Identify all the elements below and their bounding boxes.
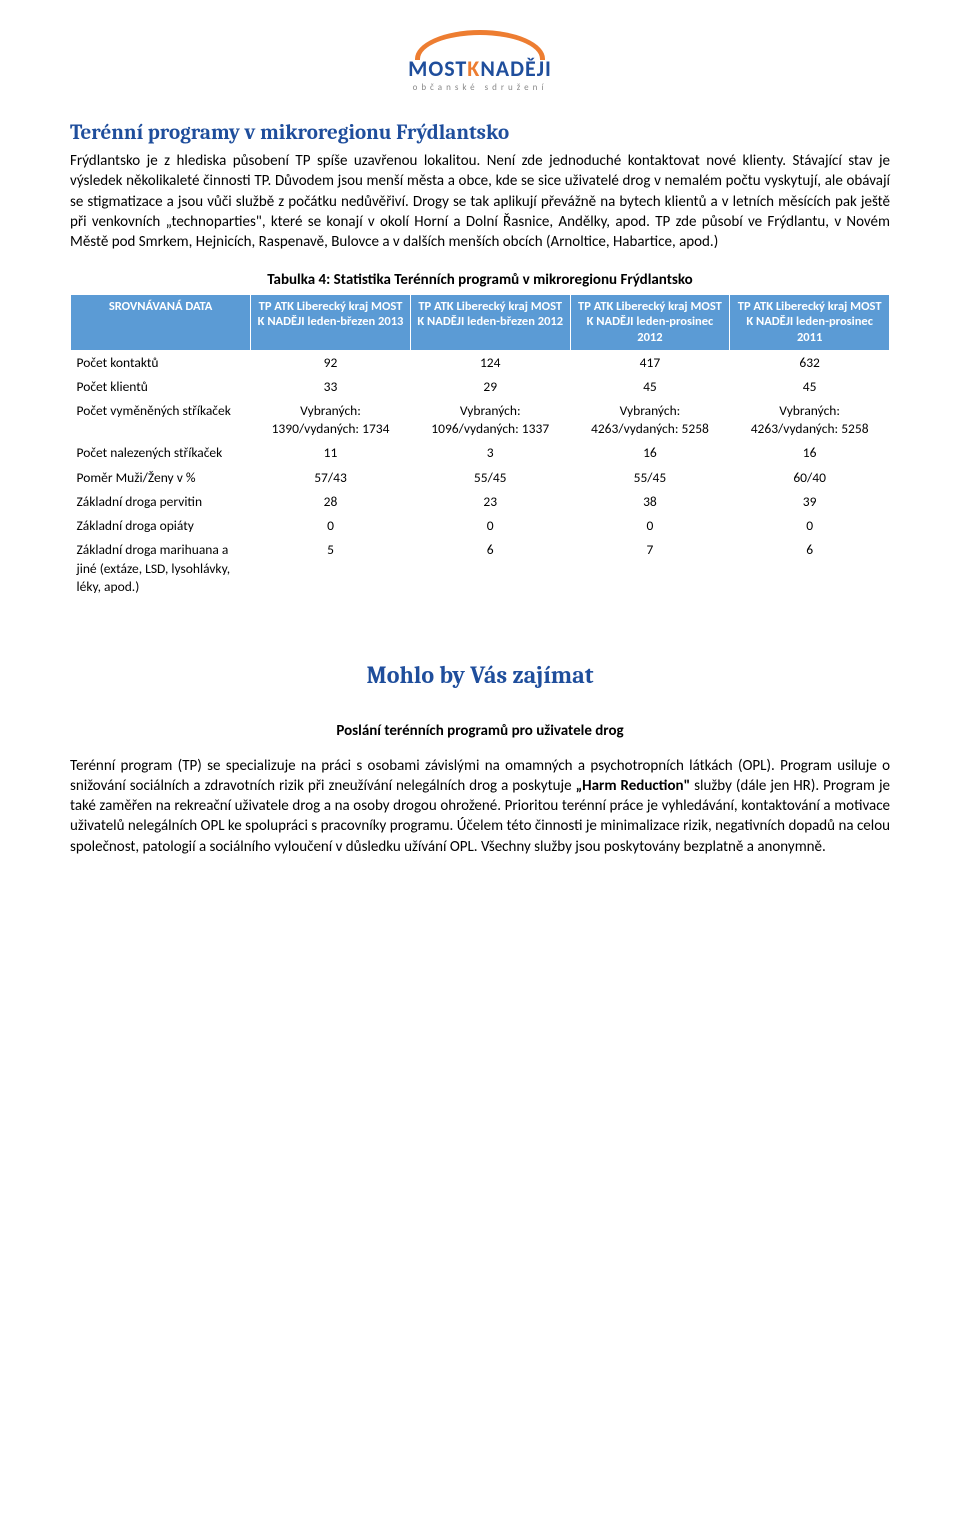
table-row-label: Počet klientů [71, 375, 251, 399]
table-cell: 6 [730, 538, 890, 599]
table-cell: 6 [410, 538, 570, 599]
table-cell: 5 [251, 538, 411, 599]
table-row-label: Počet nalezených stříkaček [71, 441, 251, 465]
table-row-label: Základní droga opiáty [71, 514, 251, 538]
table-row: Základní droga marihuana a jiné (extáze,… [71, 538, 890, 599]
logo-word-k: K [467, 55, 480, 82]
table-cell: 39 [730, 490, 890, 514]
logo-text: MOSTKNADĚJI [70, 54, 890, 84]
table-cell: 33 [251, 375, 411, 399]
table-cell: Vybraných: 4263/vydaných: 5258 [570, 399, 730, 441]
table-row: Počet nalezených stříkaček1131616 [71, 441, 890, 465]
section2-paragraph: Terénní program (TP) se specializuje na … [70, 756, 890, 857]
table-cell: 7 [570, 538, 730, 599]
section2-subheading: Poslání terénních programů pro uživatele… [70, 721, 890, 741]
table-cell: 28 [251, 490, 411, 514]
table-header-cell: TP ATK Liberecký kraj MOST K NADĚJI lede… [251, 294, 411, 350]
table-cell: 0 [570, 514, 730, 538]
table-row: Základní droga pervitin28233839 [71, 490, 890, 514]
table-header-row: SROVNÁVANÁ DATATP ATK Liberecký kraj MOS… [71, 294, 890, 350]
table-row-label: Počet kontaktů [71, 350, 251, 375]
table-body: Počet kontaktů92124417632Počet klientů33… [71, 350, 890, 599]
table-row: Počet klientů33294545 [71, 375, 890, 399]
table-cell: 16 [730, 441, 890, 465]
table-cell: 23 [410, 490, 570, 514]
table-cell: 45 [730, 375, 890, 399]
table-cell: 3 [410, 441, 570, 465]
table-row: Počet vyměněných stříkačekVybraných: 139… [71, 399, 890, 441]
table-cell: 45 [570, 375, 730, 399]
table-header-cell: TP ATK Liberecký kraj MOST K NADĚJI lede… [570, 294, 730, 350]
table-cell: 92 [251, 350, 411, 375]
table-cell: 11 [251, 441, 411, 465]
table-cell: 38 [570, 490, 730, 514]
table-cell: Vybraných: 1096/vydaných: 1337 [410, 399, 570, 441]
table-cell: 57/43 [251, 466, 411, 490]
table-cell: 16 [570, 441, 730, 465]
table-cell: 124 [410, 350, 570, 375]
table-row: Základní droga opiáty0000 [71, 514, 890, 538]
table-row: Počet kontaktů92124417632 [71, 350, 890, 375]
table-cell: Vybraných: 1390/vydaných: 1734 [251, 399, 411, 441]
logo-subtitle: občanské sdružení [70, 82, 890, 94]
table-row-label: Poměr Muži/Ženy v % [71, 466, 251, 490]
table-caption: Tabulka 4: Statistika Terénních programů… [70, 270, 890, 290]
table-row-label: Základní droga marihuana a jiné (extáze,… [71, 538, 251, 599]
table-row-label: Počet vyměněných stříkaček [71, 399, 251, 441]
logo-word-most: MOST [408, 55, 467, 82]
table-header-cell: SROVNÁVANÁ DATA [71, 294, 251, 350]
table-header-cell: TP ATK Liberecký kraj MOST K NADĚJI lede… [410, 294, 570, 350]
table-cell: 0 [251, 514, 411, 538]
table-row-label: Základní droga pervitin [71, 490, 251, 514]
table-cell: 29 [410, 375, 570, 399]
table-cell: Vybraných: 4263/vydaných: 5258 [730, 399, 890, 441]
table-cell: 0 [410, 514, 570, 538]
section1-heading: Terénní programy v mikroregionu Frýdlant… [70, 119, 890, 147]
table-cell: 55/45 [410, 466, 570, 490]
section2-heading: Mohlo by Vás zajímat [70, 659, 890, 691]
table-header-cell: TP ATK Liberecký kraj MOST K NADĚJI lede… [730, 294, 890, 350]
table-cell: 60/40 [730, 466, 890, 490]
para-bold-term: „Harm Reduction" [576, 777, 691, 795]
table-cell: 417 [570, 350, 730, 375]
logo: MOSTKNADĚJI občanské sdružení [70, 30, 890, 94]
table-cell: 632 [730, 350, 890, 375]
table-cell: 55/45 [570, 466, 730, 490]
section1-paragraph: Frýdlantsko je z hlediska působení TP sp… [70, 151, 890, 252]
table-row: Poměr Muži/Ženy v %57/4355/4555/4560/40 [71, 466, 890, 490]
logo-word-nadeji: NADĚJI [480, 55, 552, 82]
table-cell: 0 [730, 514, 890, 538]
stats-table: SROVNÁVANÁ DATATP ATK Liberecký kraj MOS… [70, 294, 890, 599]
